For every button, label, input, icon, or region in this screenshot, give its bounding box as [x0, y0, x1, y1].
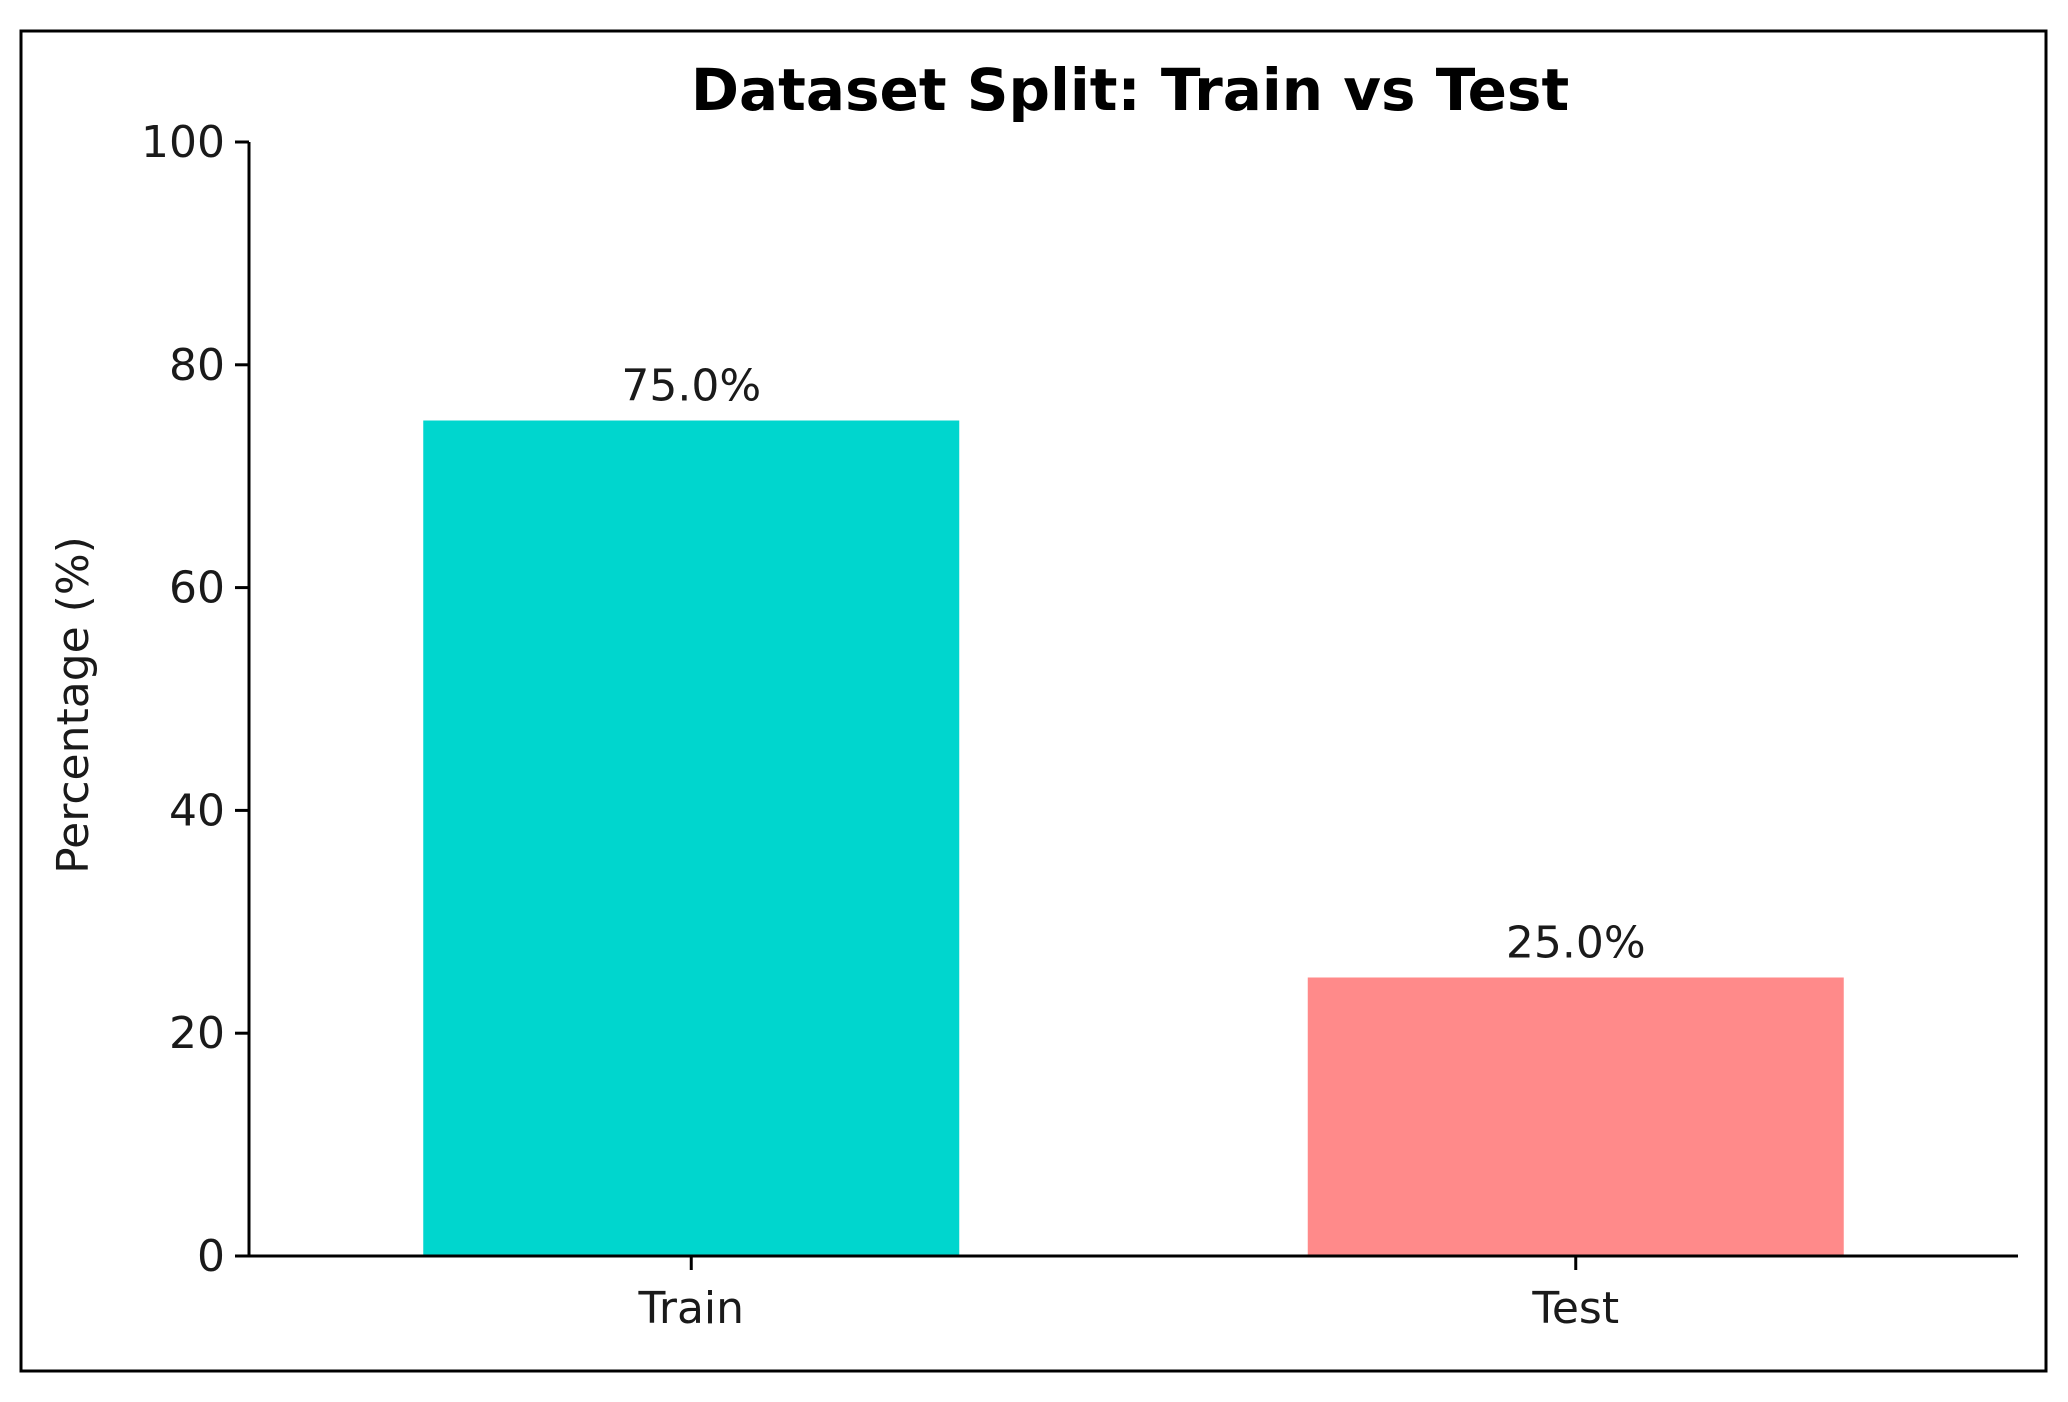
bar-test	[1307, 977, 1844, 1256]
y-tick-label: 40	[169, 785, 225, 836]
y-axis-label: Percentage (%)	[48, 536, 99, 874]
y-tick-label: 80	[169, 340, 225, 391]
y-tick-label: 0	[197, 1231, 225, 1282]
x-tick-label-train: Train	[637, 1283, 744, 1334]
chart-title: Dataset Split: Train vs Test	[691, 56, 1569, 124]
bar-train	[423, 420, 960, 1256]
data-label-test: 25.0%	[1506, 918, 1646, 969]
y-tick-label: 20	[169, 1008, 225, 1059]
y-tick-label: 100	[141, 117, 225, 168]
data-label-train: 75.0%	[621, 361, 761, 412]
y-tick-label: 60	[169, 563, 225, 614]
x-tick-label-test: Test	[1531, 1283, 1619, 1334]
plot-area: 0 20 40 60 80 100 Train 75.0% Test 25.0%	[141, 117, 1844, 1334]
